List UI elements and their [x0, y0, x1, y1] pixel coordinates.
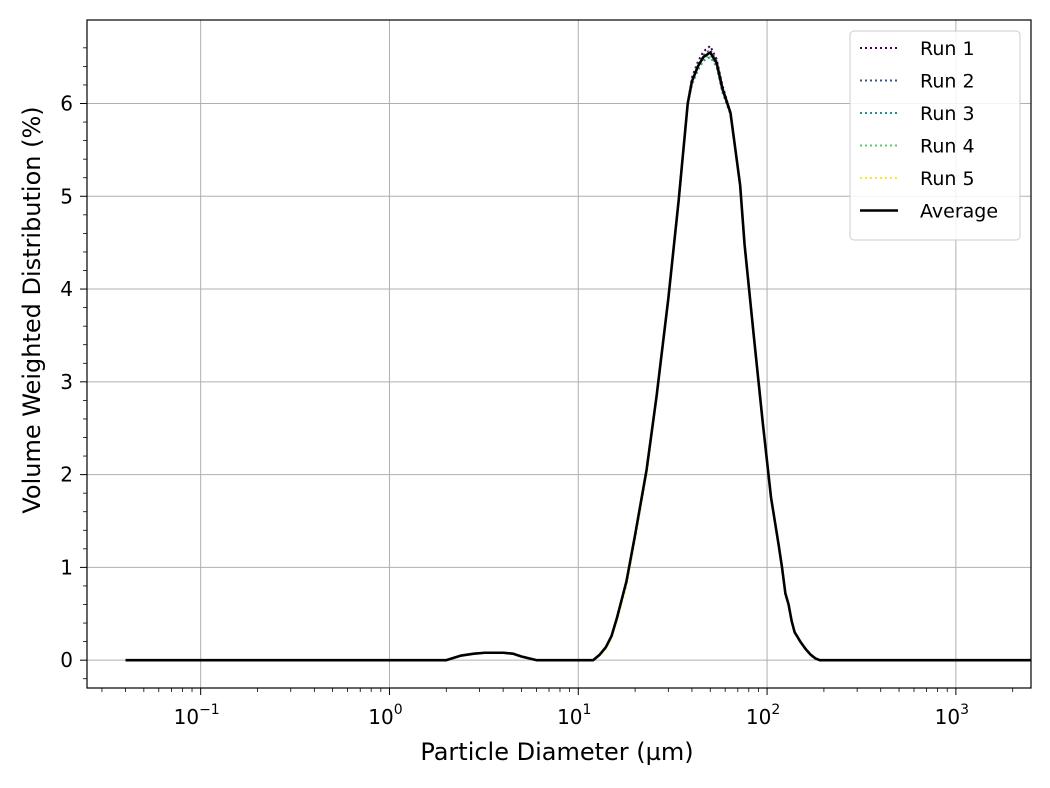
y-tick-label: 5 — [60, 184, 73, 208]
x-tick-label: 100 — [368, 702, 402, 729]
y-tick-label: 6 — [60, 92, 73, 116]
legend-label: Run 3 — [920, 103, 975, 125]
y-tick-label: 1 — [60, 555, 73, 579]
minor-ticks — [83, 47, 1014, 692]
x-axis-label: Particle Diameter (µm) — [420, 738, 693, 766]
major-ticks — [80, 103, 957, 695]
legend-label: Run 1 — [920, 38, 975, 60]
plot-frame — [86, 19, 1032, 689]
y-axis-label: Volume Weighted Distribution (%) — [18, 106, 46, 513]
x-tick-label: 10−1 — [174, 702, 220, 729]
x-tick-label: 103 — [935, 702, 969, 729]
legend-label: Run 5 — [920, 168, 975, 190]
legend-label: Run 4 — [920, 136, 975, 158]
y-tick-labels: 0 1 2 3 4 5 6 — [60, 92, 73, 673]
series-line-average — [125, 51, 1031, 662]
x-tick-label: 102 — [746, 702, 780, 729]
legend-box — [849, 30, 1021, 241]
legend: Run 1 Run 2 Run 3 Run 4 Run 5 Average — [849, 30, 1021, 241]
series-layer — [125, 44, 1031, 662]
y-tick-label: 0 — [60, 648, 73, 672]
y-tick-label: 3 — [60, 370, 73, 394]
legend-label: Run 2 — [920, 71, 975, 93]
y-tick-label: 4 — [60, 277, 73, 301]
legend-label: Average — [920, 201, 998, 223]
x-tick-labels: 10−1 100 101 102 103 — [174, 702, 969, 729]
y-tick-label: 2 — [60, 463, 73, 487]
x-tick-label: 101 — [557, 702, 591, 729]
